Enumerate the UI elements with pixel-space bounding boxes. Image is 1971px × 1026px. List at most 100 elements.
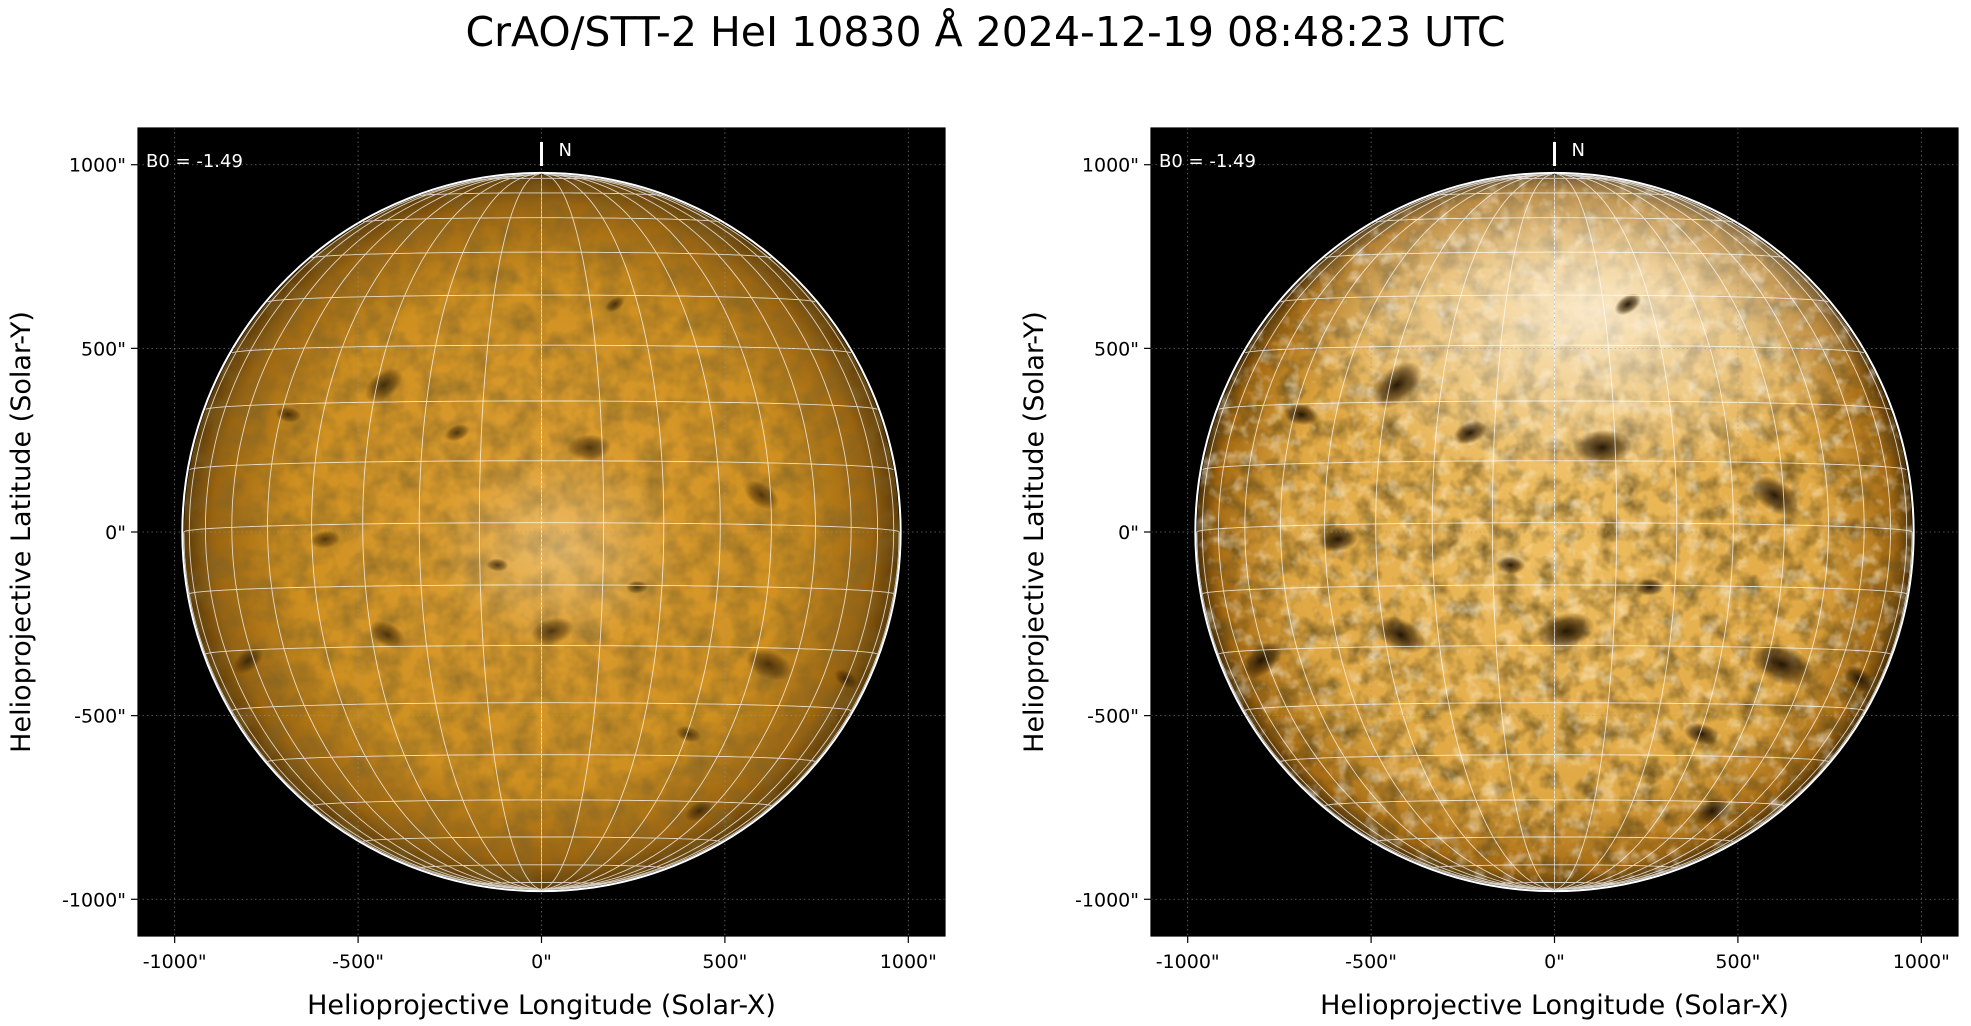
grid-parallel: [363, 217, 720, 223]
grid-parallel: [188, 584, 895, 595]
figure-title: CrAO/STT-2 HeI 10830 Å 2024-12-19 08:48:…: [465, 8, 1506, 56]
dark-feature: [364, 367, 403, 403]
grid-meridian: [1280, 174, 1555, 890]
grid-meridian: [541, 174, 852, 890]
grid-meridian: [541, 173, 772, 890]
grid-parallel: [1432, 192, 1677, 197]
dark-feature: [486, 558, 509, 572]
grid-parallel: [1491, 882, 1618, 885]
y-axis-label: Helioprojective Latitude (Solar-Y): [1019, 311, 1050, 753]
dark-feature: [1843, 665, 1875, 693]
grid-parallel: [478, 882, 605, 885]
grid-parallel: [1376, 217, 1733, 223]
grid-meridian: [541, 173, 605, 890]
y-tick-label: -1000": [1075, 889, 1139, 911]
dark-feature: [1635, 578, 1665, 596]
grid-meridian: [1554, 174, 1829, 890]
y-tick-label: -1000": [62, 889, 126, 911]
dark-feature: [1614, 293, 1642, 316]
dark-feature: [625, 580, 648, 594]
grid-meridian: [1554, 531, 1913, 890]
grid-meridian: [188, 179, 542, 890]
x-tick-label: -1000": [1156, 951, 1220, 973]
x-tick-label: 0": [1544, 951, 1565, 973]
grid-meridian: [478, 173, 542, 890]
grid-parallel: [419, 192, 664, 197]
heliographic-grid: [1196, 173, 1913, 890]
x-tick-label: 1000": [1893, 951, 1950, 973]
b0-label: B0 = -1.49: [1159, 151, 1256, 172]
grid-meridian: [541, 174, 816, 890]
grid-meridian: [1554, 173, 1618, 890]
y-tick-label: 1000": [69, 155, 126, 177]
grid-parallel: [231, 702, 852, 712]
grid-parallel: [205, 400, 878, 410]
x-tick-label: -500": [332, 951, 384, 973]
solar-limb: [181, 171, 902, 893]
grid-parallel: [1375, 836, 1734, 842]
grid-meridian: [541, 173, 665, 890]
b0-label: B0 = -1.49: [146, 151, 243, 172]
dark-feature: [232, 646, 264, 675]
central-bright-region: [434, 449, 685, 651]
dark-feature: [444, 424, 470, 442]
grid-parallel: [362, 836, 721, 842]
y-tick-label: 1000": [1082, 155, 1139, 177]
dark-feature: [1750, 475, 1799, 516]
grid-meridian: [1217, 175, 1555, 890]
x-tick-label: -500": [1345, 951, 1397, 973]
x-axis-label: Helioprojective Longitude (Solar-X): [1320, 990, 1789, 1021]
dark-feature: [1371, 361, 1423, 409]
y-tick-label: 500": [81, 338, 126, 360]
y-tick-label: 0": [1118, 522, 1139, 544]
grid-parallel: [311, 251, 772, 259]
grid-meridian: [1554, 175, 1892, 890]
y-tick-label: -500": [74, 706, 126, 728]
grid-meridian: [1375, 173, 1555, 890]
grid-meridian: [418, 173, 542, 890]
grid-meridian: [1554, 179, 1908, 890]
grid-meridian: [541, 179, 895, 890]
grid-meridian: [311, 173, 542, 890]
grid-meridian: [1244, 174, 1555, 890]
grid-meridian: [1554, 173, 1678, 890]
grid-parallel: [1218, 400, 1891, 410]
x-tick-label: 500": [702, 951, 747, 973]
grid-meridian: [1201, 179, 1555, 890]
dark-feature: [1750, 642, 1814, 686]
grid-meridian: [1554, 174, 1865, 890]
grid-parallel: [1196, 522, 1913, 533]
north-label: N: [559, 140, 572, 161]
grid-meridian: [1554, 173, 1734, 890]
grid-meridian: [267, 174, 542, 890]
grid-meridian: [231, 174, 542, 890]
grid-meridian: [1491, 173, 1555, 890]
y-tick-label: -500": [1087, 706, 1139, 728]
grid-meridian: [1196, 531, 1555, 890]
dark-feature: [1572, 429, 1632, 466]
x-tick-label: 0": [531, 951, 552, 973]
grid-meridian: [204, 175, 542, 890]
x-tick-label: 500": [1715, 951, 1760, 973]
grid-meridian: [1324, 173, 1555, 890]
dark-feature: [675, 725, 702, 743]
grid-meridian: [362, 173, 542, 890]
x-axis-label: Helioprojective Longitude (Solar-X): [307, 990, 776, 1021]
dark-feature: [1375, 616, 1426, 654]
y-axis-label: Helioprojective Latitude (Solar-Y): [6, 311, 37, 753]
grid-meridian: [1554, 173, 1785, 890]
grid-meridian: [1431, 173, 1555, 890]
grid-meridian: [541, 173, 721, 890]
grid-parallel: [1244, 702, 1865, 712]
dark-feature: [684, 800, 714, 822]
dark-feature: [604, 296, 625, 313]
grid-meridian: [541, 531, 900, 890]
y-tick-label: 500": [1094, 338, 1139, 360]
dark-feature: [1240, 642, 1282, 680]
dark-feature: [1317, 526, 1359, 552]
grid-parallel: [418, 864, 665, 869]
dark-feature: [567, 434, 612, 461]
dark-feature: [1495, 556, 1526, 574]
dark-feature: [1536, 612, 1595, 650]
x-tick-label: 1000": [880, 951, 937, 973]
